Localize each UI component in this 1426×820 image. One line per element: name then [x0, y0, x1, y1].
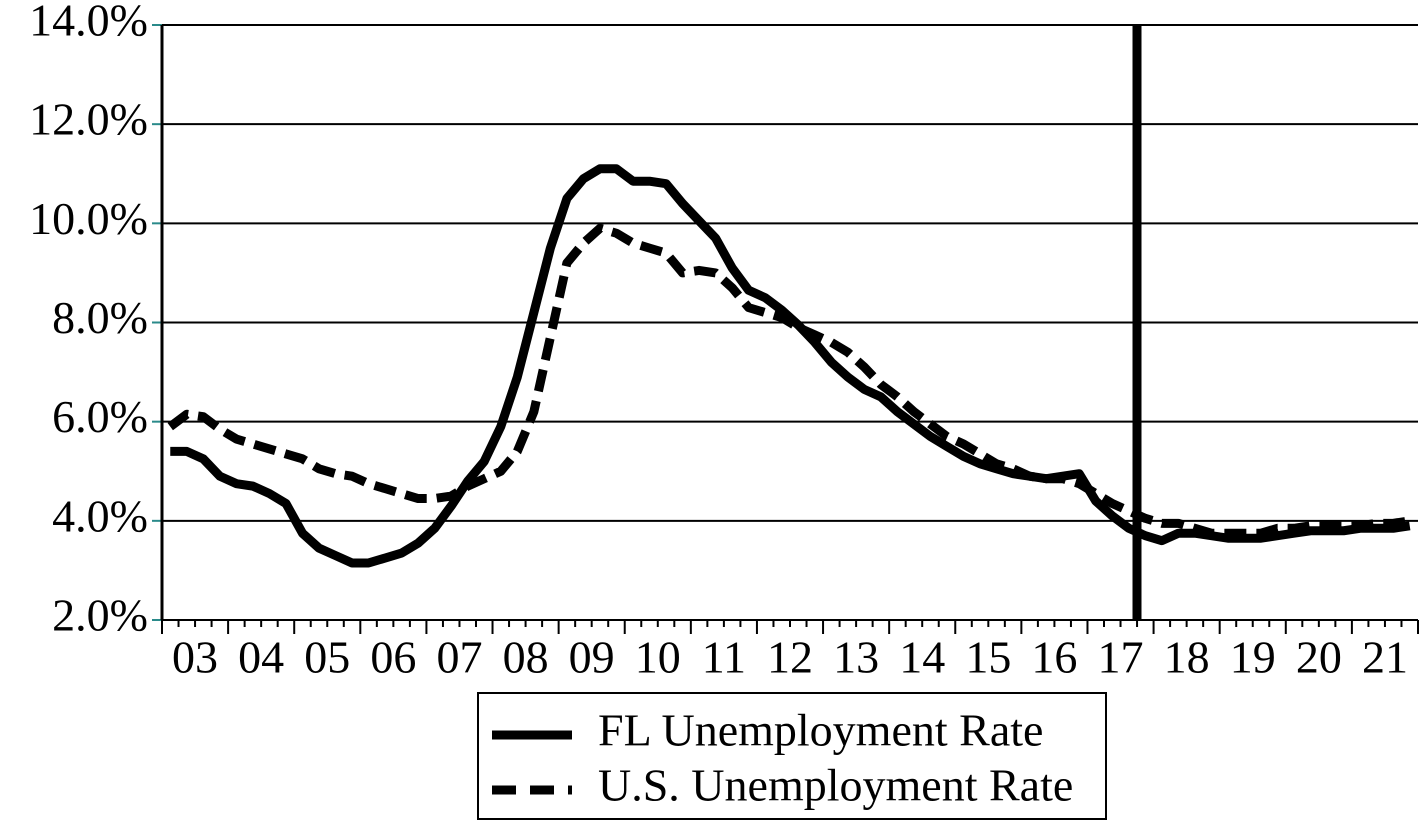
series-line [170, 164, 1411, 568]
x-tick-label: 07 [436, 632, 482, 683]
x-tick-label: 21 [1362, 632, 1408, 683]
x-tick-label: 06 [370, 632, 416, 683]
x-tick-label: 12 [767, 632, 813, 683]
y-tick-label: 8.0% [52, 292, 148, 343]
x-tick-label: 19 [1230, 632, 1276, 683]
x-tick-label: 17 [1098, 632, 1144, 683]
x-tick-label: 20 [1296, 632, 1342, 683]
y-tick-label: 4.0% [52, 490, 148, 541]
x-tick-label: 14 [899, 632, 945, 683]
x-tick-label: 13 [833, 632, 879, 683]
y-tick-label: 6.0% [52, 391, 148, 442]
x-tick-label: 05 [304, 632, 350, 683]
x-tick-label: 10 [635, 632, 681, 683]
x-tick-label: 16 [1031, 632, 1077, 683]
x-tick-label: 04 [238, 632, 284, 683]
x-tick-label: 11 [702, 632, 746, 683]
x-tick-label: 03 [172, 632, 218, 683]
legend-box [477, 692, 1107, 820]
x-tick-label: 18 [1164, 632, 1210, 683]
legend-label: FL Unemployment Rate [598, 705, 1043, 756]
legend-label: U.S. Unemployment Rate [598, 760, 1073, 811]
y-tick-label: 10.0% [29, 193, 148, 244]
x-tick-label: 08 [503, 632, 549, 683]
series-line [167, 223, 1411, 538]
x-tick-label: 09 [569, 632, 615, 683]
y-tick-label: 14.0% [29, 0, 148, 46]
y-tick-label: 12.0% [29, 94, 148, 145]
x-tick-label: 15 [965, 632, 1011, 683]
y-tick-label: 2.0% [52, 590, 148, 641]
